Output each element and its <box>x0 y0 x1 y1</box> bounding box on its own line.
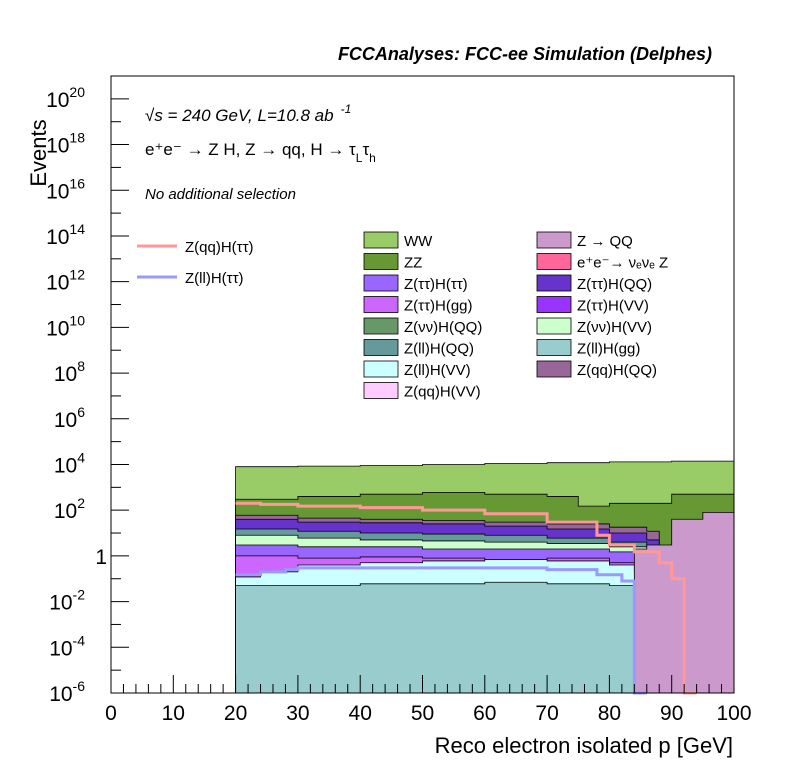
x-tick-label: 10 <box>162 702 185 725</box>
process-sub-h: h <box>369 151 376 165</box>
y-tick-label: 1 <box>95 546 107 569</box>
y-tick-label: 1012 <box>46 267 85 295</box>
x-tick-label: 100 <box>716 702 751 725</box>
legend-fill-swatch <box>536 253 572 270</box>
x-tick-label: 20 <box>224 702 247 725</box>
x-tick-label: 60 <box>473 702 496 725</box>
legend-background-label: Z(ll)H(gg) <box>577 341 640 358</box>
legend-background-label: Z(νν)H(VV) <box>577 319 652 336</box>
y-tick-label: 104 <box>54 449 85 477</box>
legend-background-label: Z(ττ)H(gg) <box>404 298 473 315</box>
legend-fill-swatch <box>363 317 399 335</box>
signal-line-z-qq-h- <box>235 501 697 695</box>
process-annotation: e⁺e⁻ → Z H, Z → qq, H → τLτh <box>145 140 376 165</box>
axis-ticks: 0 10 20 30 40 50 60 70 80 90 10010-610-410-2110210… <box>46 75 752 725</box>
legend-fill-swatch <box>363 274 399 292</box>
y-tick-label: 102 <box>54 495 85 523</box>
energy-lumi-text: √s = 240 GeV, L=10.8 ab <box>145 106 334 125</box>
x-axis-label: Reco electron isolated p [GeV] <box>435 733 733 758</box>
legend-background-label: Z(ττ)H(ττ) <box>404 276 468 293</box>
legend-fill-swatch <box>536 274 572 292</box>
y-tick-label: 1020 <box>46 84 85 112</box>
energy-lumi-annotation: √s = 240 GeV, L=10.8 ab -1 <box>145 102 351 125</box>
y-tick-label: 10-4 <box>49 632 85 660</box>
process-text: e⁺e⁻ → Z H, Z → qq, H → τ <box>145 140 356 159</box>
legend-fill-swatch <box>536 317 572 335</box>
x-tick-label: 0 <box>105 702 117 725</box>
legend-fill-swatch <box>536 231 572 249</box>
y-tick-label: 1016 <box>46 175 85 203</box>
legend-fill-swatch <box>536 296 572 313</box>
legend-fill-swatch <box>536 339 572 356</box>
y-tick-label: 108 <box>54 358 85 386</box>
x-tick-label: 90 <box>660 702 683 725</box>
legend-fill-swatch <box>363 253 399 270</box>
legend-fill-swatch <box>363 382 399 399</box>
x-tick-label: 70 <box>535 702 558 725</box>
chart-title: FCCAnalyses: FCC-ee Simulation (Delphes) <box>338 44 712 64</box>
legend-background-label: Z → QQ <box>577 233 633 250</box>
y-tick-label: 106 <box>54 404 85 432</box>
x-tick-label: 30 <box>286 702 309 725</box>
legend-background-label: Z(qq)H(QQ) <box>577 362 657 379</box>
legend-background-label: Z(ll)H(VV) <box>404 362 471 379</box>
x-tick-label: 80 <box>598 702 621 725</box>
y-tick-label: 1018 <box>46 130 85 158</box>
y-tick-label: 10-6 <box>49 678 85 706</box>
stack-z-ll-h-gg- <box>235 581 647 694</box>
legend-signal-label: Z(qq)H(ττ) <box>185 239 254 256</box>
process-sub-l: L <box>356 151 363 165</box>
x-tick-label: 40 <box>349 702 372 725</box>
legend-background-label: Z(qq)H(VV) <box>404 384 481 401</box>
y-tick-label: 1010 <box>46 312 85 340</box>
legend-background-label: ZZ <box>404 255 422 272</box>
signal-line-z-ll-h- <box>235 566 647 695</box>
legend-signal-label: Z(ll)H(ττ) <box>185 270 244 287</box>
y-axis-label: Events <box>26 119 51 186</box>
process-tau2: τ <box>362 140 369 159</box>
legend-fill-swatch <box>363 360 399 378</box>
legend-fill-swatch <box>363 231 399 249</box>
histogram-fill-layer <box>235 460 735 694</box>
legend-background-label: Z(ll)H(QQ) <box>404 341 474 358</box>
legend: Z(qq)H(ττ) Z(ll)H(ττ) WW Z → QQ ZZ e⁺e⁻→ νₑνₑ… <box>137 231 668 401</box>
y-tick-label: 1014 <box>46 221 85 249</box>
legend-fill-swatch <box>536 360 572 378</box>
legend-fill-swatch <box>363 339 399 356</box>
signal-line-layer <box>235 501 697 695</box>
legend-background-label: Z(νν)H(QQ) <box>404 319 482 336</box>
legend-background-label: e⁺e⁻→ νₑνₑ Z <box>577 255 668 272</box>
y-tick-label: 10-2 <box>49 587 85 615</box>
selection-annotation: No additional selection <box>145 186 296 203</box>
legend-background-label: Z(ττ)H(QQ) <box>577 276 652 293</box>
legend-background-label: WW <box>404 233 433 250</box>
x-tick-label: 50 <box>411 702 434 725</box>
legend-background-label: Z(ττ)H(VV) <box>577 298 649 315</box>
legend-fill-swatch <box>363 296 399 313</box>
lumi-exponent: -1 <box>341 102 352 116</box>
